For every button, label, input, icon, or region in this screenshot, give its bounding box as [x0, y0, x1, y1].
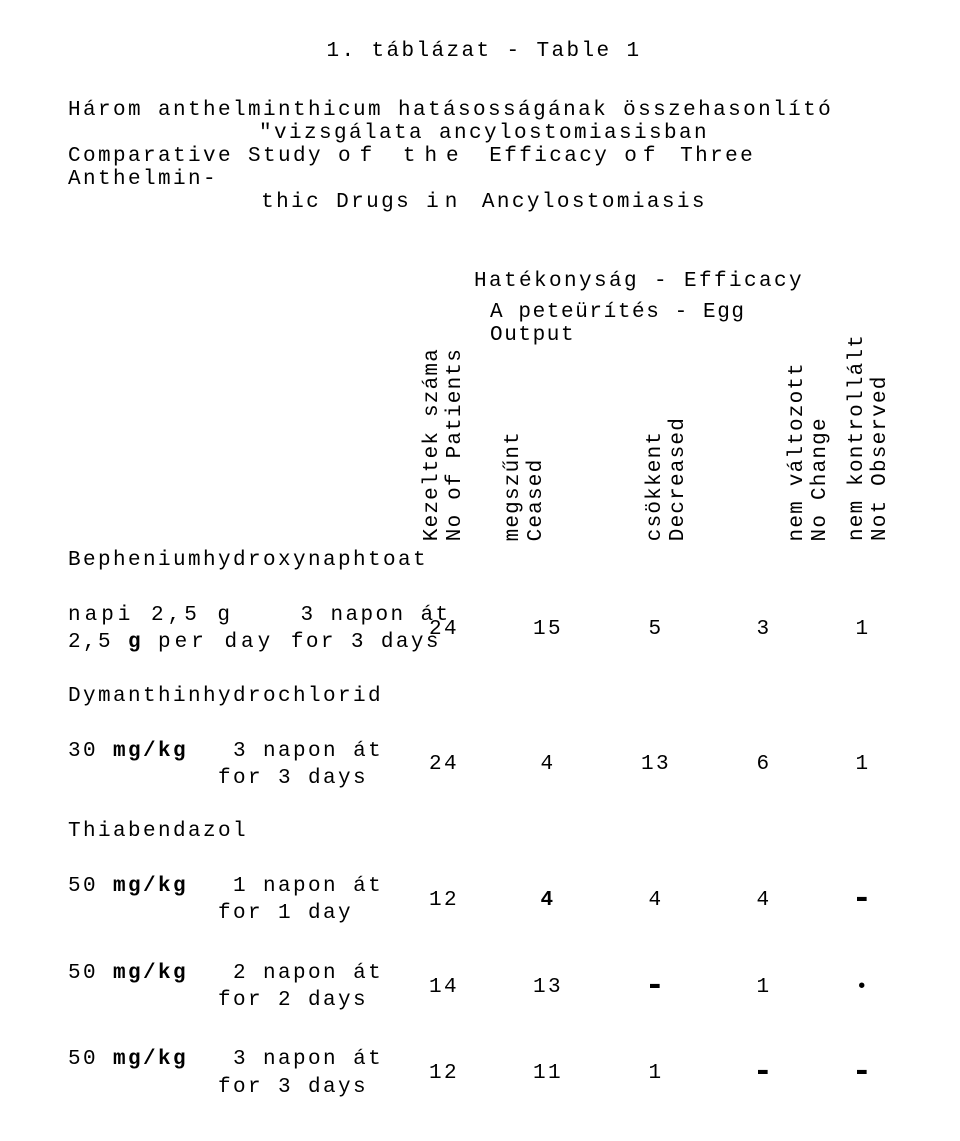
t: 3 napon át [233, 1048, 383, 1071]
drug-name-header-holder [68, 510, 408, 541]
t: napi 2,5 g [68, 604, 300, 627]
col-not-observed: nem kontrollált Not Observed [844, 334, 894, 541]
t: 1 napon át [233, 875, 383, 898]
val: 13 [508, 976, 588, 999]
t: per day [158, 631, 291, 654]
col-no-change: nem változott No Change [784, 362, 834, 541]
t: Ancylostomiasis [482, 191, 707, 214]
val: 11 [508, 1062, 588, 1085]
t: 2 napon át [233, 962, 383, 985]
t: g [128, 631, 158, 654]
values: 14 13 - 1 • [408, 960, 900, 1015]
val: 14 [408, 976, 480, 999]
t: 30 [68, 740, 113, 763]
table-caption: 1. táblázat - Table 1 [68, 40, 900, 63]
t: of [624, 145, 680, 168]
table-row: 50 mg/kg 3 napon át for 3 days 12 11 1 -… [68, 1046, 900, 1101]
t: 3 napon át [233, 740, 383, 763]
prose-line-1: Három anthelminthicum hatásosságának öss… [68, 99, 900, 122]
values: 12 4 4 4 - [408, 873, 900, 928]
val: - [724, 1063, 804, 1083]
val: 1 [832, 753, 894, 776]
t: mg/kg [113, 962, 233, 985]
prose-line-4: thic Drugs in Ancylostomiasis [68, 191, 900, 214]
val: 1 [616, 1062, 696, 1085]
t: mg/kg [113, 1048, 233, 1071]
col-decreased: csökkent Decreased [642, 417, 692, 541]
table-row: 50 mg/kg 2 napon át for 2 days 14 13 - 1… [68, 960, 900, 1015]
t: for 3 days [68, 1076, 368, 1099]
dose-cell: 50 mg/kg 1 napon át for 1 day [68, 873, 408, 928]
val: 12 [408, 889, 480, 912]
prose-line-2: "vizsgálata ancylostomiasisban [68, 122, 900, 145]
prose-line-3: Comparative Study of the Efficacy of Thr… [68, 145, 900, 191]
drug-name-2: Thiabendazol [68, 820, 900, 843]
val: 24 [408, 753, 480, 776]
val: 4 [508, 889, 588, 912]
values: 12 11 1 - - [408, 1046, 900, 1101]
t: Comparative Study [68, 145, 338, 168]
t: mg/kg [113, 740, 233, 763]
dose-cell: napi 2,5 g 3 napon át 2,5 g per day for … [68, 602, 408, 657]
t: thic Drugs [261, 191, 426, 214]
t: for 1 day [68, 902, 353, 925]
drug-name-0: Bepheniumhydroxynaphtoat [68, 549, 900, 572]
val: 4 [724, 889, 804, 912]
table-row: 50 mg/kg 1 napon át for 1 day 12 4 4 4 - [68, 873, 900, 928]
val: • [832, 976, 894, 999]
dose-cell: 30 mg/kg 3 napon át for 3 days [68, 738, 408, 793]
val: 3 [724, 618, 804, 641]
dose-cell: 50 mg/kg 3 napon át for 3 days [68, 1046, 408, 1101]
t: Efficacy [489, 145, 624, 168]
val: 4 [616, 889, 696, 912]
values: 24 4 13 6 1 [408, 738, 900, 793]
t: 50 [68, 875, 113, 898]
t: mg/kg [113, 875, 233, 898]
val: - [832, 890, 894, 910]
t: for 2 days [68, 989, 368, 1012]
t: in [426, 191, 482, 214]
dose-cell: 50 mg/kg 2 napon át for 2 days [68, 960, 408, 1015]
prose-block: Három anthelminthicum hatásosságának öss… [68, 99, 900, 214]
drug-name-1: Dymanthinhydrochlorid [68, 685, 900, 708]
val: 13 [616, 753, 696, 776]
val: 6 [724, 753, 804, 776]
val: 12 [408, 1062, 480, 1085]
val: 15 [508, 618, 588, 641]
val: 4 [508, 753, 588, 776]
t: for 3 days [68, 767, 368, 790]
col-patients: Kezeltek száma No of Patients [419, 348, 469, 541]
table-row: 30 mg/kg 3 napon át for 3 days 24 4 13 6… [68, 738, 900, 793]
val: 24 [408, 618, 480, 641]
val: - [832, 1063, 894, 1083]
val: 1 [724, 976, 804, 999]
col-ceased: megszűnt Ceased [500, 431, 550, 541]
val: - [616, 977, 696, 997]
t: 50 [68, 962, 113, 985]
table-row: napi 2,5 g 3 napon át 2,5 g per day for … [68, 602, 900, 657]
t: of the [338, 145, 489, 168]
t: 50 [68, 1048, 113, 1071]
val: 1 [832, 618, 894, 641]
val: 5 [616, 618, 696, 641]
values: 24 15 5 3 1 [408, 602, 900, 657]
col-egg-output: A peteürítés - Egg Output [480, 301, 838, 347]
t: 2,5 [68, 631, 128, 654]
efficacy-head: Hatékonyság - Efficacy [68, 270, 900, 293]
